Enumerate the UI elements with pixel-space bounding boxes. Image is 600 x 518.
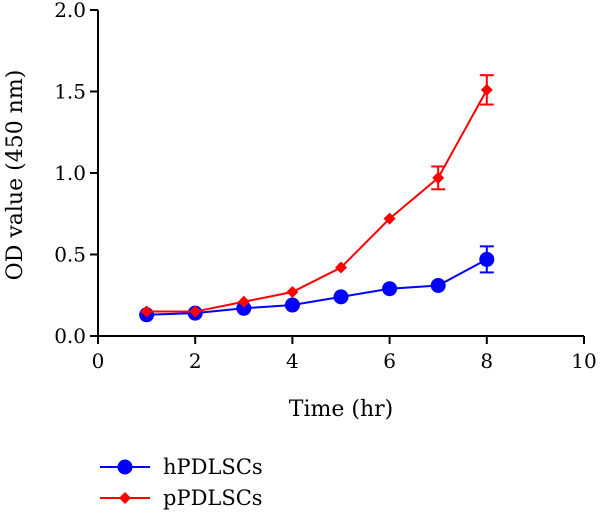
data-point [480,83,493,96]
x-tick-label-5: 10 [571,349,596,373]
y-tick-label-2: 1.0 [54,161,86,185]
data-point [479,251,495,267]
data-point [236,300,252,316]
series-hpdlscs [139,245,495,323]
y-ticks: 0.0 0.5 1.0 1.5 2.0 [54,0,98,348]
data-point [333,289,349,305]
series-layer [139,74,495,323]
y-tick-label-3: 1.5 [54,80,86,104]
data-point [237,295,250,308]
series-ppdlscs [140,74,494,318]
data-point [140,305,153,318]
y-tick-label-0: 0.0 [54,324,86,348]
y-tick-label-1: 0.5 [54,243,86,267]
x-tick-label-2: 4 [286,349,299,373]
x-tick-label-3: 6 [383,349,396,373]
data-point [335,261,347,274]
legend-marker-ppdlscs [119,492,131,504]
series-line-hpdlscs [146,258,488,316]
y-axis-title: OD value (450 nm) [3,70,28,281]
x-axis-title: Time (hr) [289,397,393,422]
data-point [383,212,396,225]
series-line-ppdlscs [146,89,488,313]
legend-label-hpdlscs: hPDLSCs [163,455,263,479]
x-tick-label-1: 2 [189,349,202,373]
legend-label-ppdlscs: pPDLSCs [163,486,263,510]
x-tick-label-4: 8 [480,349,493,373]
x-ticks: 0 2 4 6 8 10 [92,336,597,373]
legend-item-hpdlscs: hPDLSCs [100,455,263,479]
data-point [430,277,446,293]
y-tick-label-4: 2.0 [54,0,86,22]
data-point [382,281,398,297]
data-point [189,305,202,318]
axes [97,10,584,337]
data-point [284,297,300,313]
data-point [286,285,299,298]
x-tick-label-0: 0 [92,349,105,373]
data-point [432,171,445,184]
legend: hPDLSCs pPDLSCs [100,455,263,510]
legend-item-ppdlscs: pPDLSCs [100,486,263,510]
legend-marker-hpdlscs [117,459,133,475]
